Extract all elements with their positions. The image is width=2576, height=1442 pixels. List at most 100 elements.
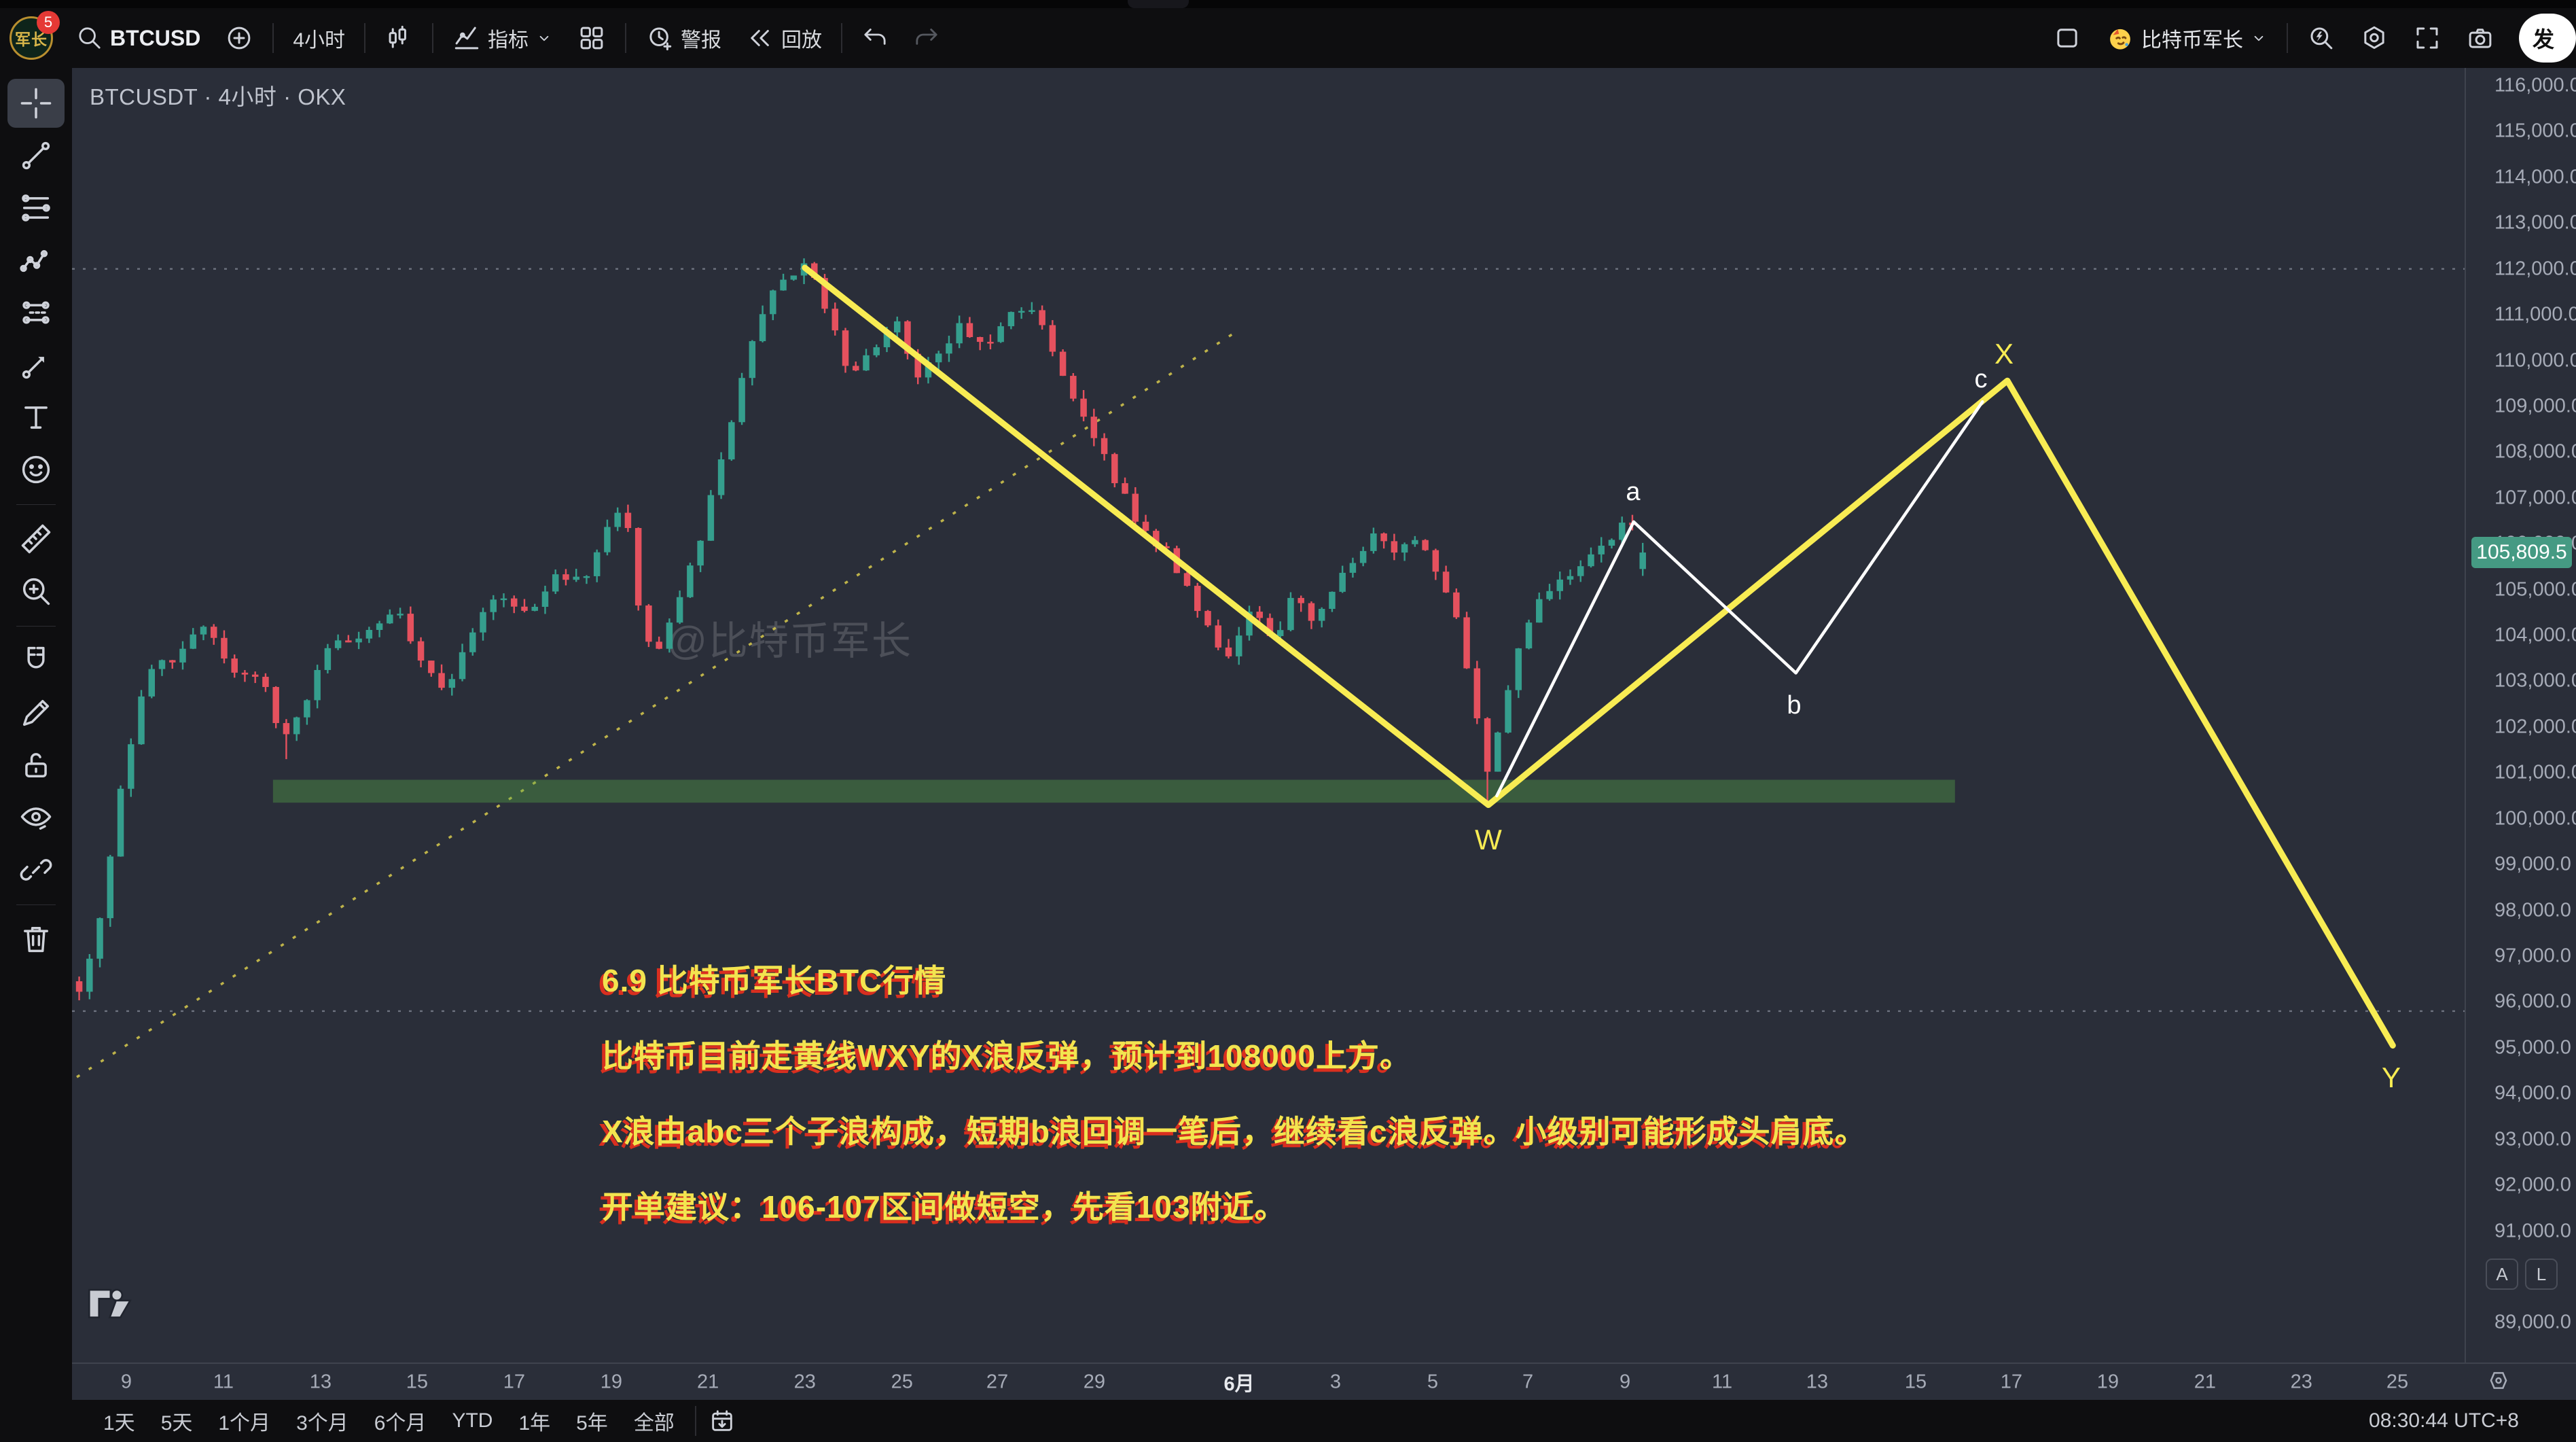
trend-line-tool[interactable] [7, 131, 65, 180]
drawing-toolbar [0, 68, 72, 1400]
redo-icon [913, 24, 940, 52]
date-tick: 7 [1522, 1371, 1534, 1392]
date-tick: 3 [1329, 1371, 1342, 1392]
date-tick: 6月 [1223, 1373, 1255, 1395]
symbol-search-button[interactable]: BTCUSD [64, 16, 213, 60]
bottom-toolbar: 1天 5天 1个月 3个月 6个月 YTD 1年 5年 全部 08:30:44 UTC+8 [0, 1400, 2576, 1442]
fullscreen-button[interactable] [2401, 16, 2454, 60]
price-axis[interactable]: 105,809.5 A L 116,000.0 115,000.0 114,000.… [2465, 68, 2576, 1362]
compare-add-button[interactable] [213, 16, 266, 60]
replay-button[interactable]: 回放 [734, 16, 834, 60]
price-tick: 103,000.0 [2494, 669, 2576, 692]
candlestick-chart[interactable]: W X Ya b c [72, 68, 2465, 1362]
toolbar-divider [272, 23, 274, 53]
xabcd-pattern-tool[interactable] [7, 236, 65, 285]
lock-tool[interactable] [7, 741, 65, 790]
grid-layout-icon [577, 24, 606, 52]
settings-button[interactable] [2348, 16, 2401, 60]
toolbar-divider [841, 23, 843, 53]
range-button-YTD[interactable]: YTD [452, 1409, 493, 1432]
clock-label[interactable]: 08:30:44 UTC+8 [2369, 1409, 2519, 1432]
date-tick: 15 [1904, 1371, 1927, 1392]
range-button-5年[interactable]: 5年 [576, 1412, 608, 1435]
layout-select-button[interactable] [2041, 16, 2094, 60]
chevron-down-icon [2250, 29, 2268, 47]
range-button-全部[interactable]: 全部 [633, 1412, 675, 1435]
arrow-tool[interactable] [7, 340, 65, 389]
fib-retracement-tool[interactable] [7, 183, 65, 232]
interval-label: 4小时 [293, 29, 346, 52]
symbol-search-text: BTCUSD [110, 25, 201, 50]
interval-button[interactable]: 4小时 [281, 16, 357, 60]
hide-drawings-tool[interactable] [7, 793, 65, 842]
price-tick: 94,000.0 [2494, 1082, 2571, 1104]
zoom-in-tool[interactable] [7, 567, 65, 616]
text-tool[interactable] [7, 393, 65, 442]
log-scale-button[interactable]: L [2525, 1259, 2558, 1290]
publish-button[interactable]: 发 [2519, 14, 2576, 63]
projection-tool[interactable] [7, 288, 65, 337]
chart-legend[interactable]: BTCUSDT · 4小时 · OKX [90, 84, 346, 109]
go-to-date-icon[interactable] [709, 1407, 736, 1435]
date-tick: 25 [2386, 1371, 2409, 1392]
price-tick: 102,000.0 [2494, 716, 2576, 738]
wave-label-W: W [1475, 824, 1502, 856]
analysis-note-line: 比特币目前走黄线WXY的X浪反弹，预计到108000上方。 [602, 1038, 1412, 1074]
date-tick: 21 [697, 1371, 719, 1392]
snapshot-button[interactable] [2454, 16, 2507, 60]
range-button-3个月[interactable]: 3个月 [296, 1412, 348, 1435]
price-tick: 98,000.0 [2494, 899, 2571, 921]
date-tick: 13 [1806, 1371, 1829, 1392]
undo-button[interactable] [849, 16, 901, 60]
axis-settings-icon[interactable] [2486, 1367, 2511, 1396]
range-button-1个月[interactable]: 1个月 [218, 1412, 271, 1435]
plus-circle-icon [225, 24, 253, 52]
analysis-note-line: 开单建议：106-107区间做短空，先看103附近。 [602, 1189, 1287, 1225]
price-tick: 112,000.0 [2494, 258, 2576, 280]
price-tick: 93,000.0 [2494, 1128, 2571, 1150]
ruler-tool[interactable] [7, 514, 65, 563]
auto-scale-button[interactable]: A [2486, 1259, 2518, 1290]
range-button-6个月[interactable]: 6个月 [374, 1412, 427, 1435]
date-tick: 5 [1427, 1371, 1439, 1392]
indicators-button[interactable]: 指标 [440, 16, 565, 60]
settings-hexagon-icon [2360, 24, 2389, 52]
magnet-tool[interactable] [7, 636, 65, 685]
price-tick: 108,000.0 [2494, 440, 2576, 463]
price-tick: 111,000.0 [2494, 303, 2576, 326]
date-tick: 19 [2096, 1371, 2119, 1392]
range-button-5天[interactable]: 5天 [160, 1412, 193, 1435]
price-tick: 99,000.0 [2494, 853, 2571, 875]
undo-icon [861, 24, 889, 52]
user-avatar[interactable]: 军长 5 [10, 11, 60, 60]
wave-label-a: a [1626, 478, 1641, 506]
date-axis[interactable]: 9 11 13 15 17 19 21 23 25 27 29 6月 3 5 7 9 11 13 15 17 19 21 2… [72, 1362, 2576, 1400]
tradingview-logo[interactable] [88, 1288, 145, 1320]
layout-name-button[interactable]: 比特币军长 [2094, 16, 2280, 60]
analysis-note[interactable]: 6.9 比特币军长BTC行情 比特币目前走黄线WXY的X浪反弹，预计到108000… [602, 943, 1867, 1245]
range-button-1年[interactable]: 1年 [518, 1412, 551, 1435]
date-tick: 9 [120, 1371, 132, 1392]
wave-label-c: c [1975, 365, 1988, 393]
link-tool[interactable] [7, 845, 65, 894]
quick-search-button[interactable] [2295, 16, 2348, 60]
sidebar-divider [16, 504, 56, 505]
layout-templates-button[interactable] [565, 16, 618, 60]
chart-style-button[interactable] [372, 16, 425, 60]
crosshair-tool[interactable] [7, 79, 65, 128]
redo-button[interactable] [901, 16, 952, 60]
price-tick: 96,000.0 [2494, 990, 2571, 1013]
delete-tool[interactable] [7, 915, 65, 964]
alert-button[interactable]: 警报 [633, 16, 734, 60]
toolbar-divider [694, 1406, 696, 1436]
price-tick: 100,000.0 [2494, 807, 2576, 830]
party-face-emoji [2106, 24, 2134, 52]
price-tick: 105,000.0 [2494, 578, 2576, 601]
emoji-tool[interactable] [7, 445, 65, 494]
last-price-label: 105,809.5 [2471, 537, 2572, 569]
drawing-tool[interactable] [7, 688, 65, 737]
range-button-1天[interactable]: 1天 [103, 1412, 135, 1435]
camera-icon [2466, 24, 2494, 52]
date-tick: 19 [600, 1371, 622, 1392]
